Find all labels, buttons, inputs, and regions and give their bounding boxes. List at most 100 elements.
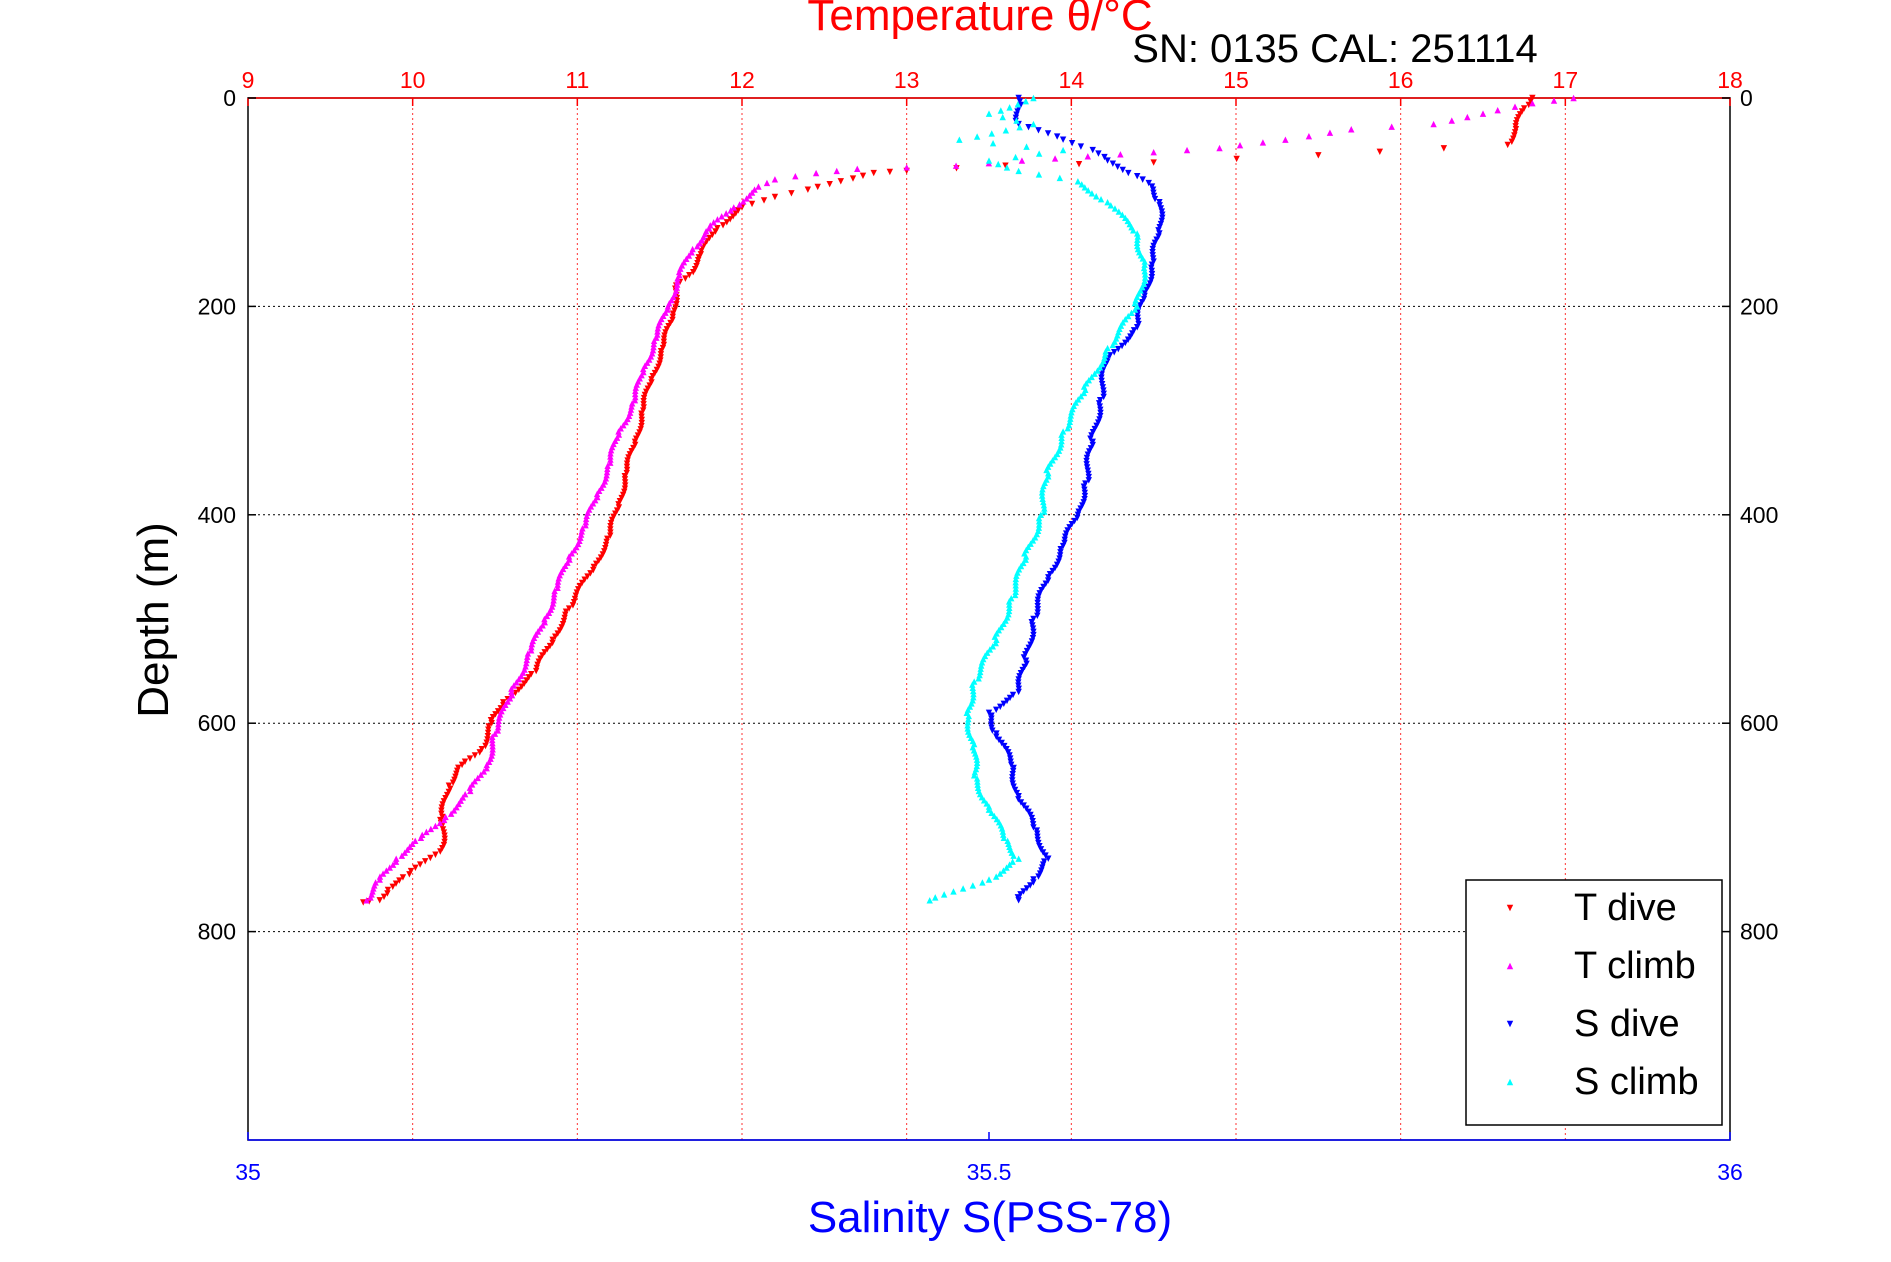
data-point <box>999 828 1007 835</box>
data-point <box>975 675 982 682</box>
data-point <box>743 195 750 202</box>
data-point <box>417 834 425 842</box>
data-point <box>573 589 581 596</box>
data-point <box>640 365 647 373</box>
bottom-tick-label: 36 <box>1717 1159 1743 1185</box>
data-point <box>1068 139 1076 147</box>
legend-label: T climb <box>1574 945 1696 987</box>
data-point <box>572 592 580 599</box>
data-point <box>1012 575 1019 583</box>
data-point <box>940 891 948 898</box>
data-point <box>607 453 614 460</box>
data-point <box>483 761 490 769</box>
data-point <box>1128 309 1135 317</box>
data-point <box>489 749 496 756</box>
data-point <box>489 742 496 750</box>
data-point <box>406 871 413 878</box>
data-point <box>760 197 768 204</box>
data-point <box>1039 485 1046 493</box>
right-tick-label: 200 <box>1740 293 1778 319</box>
data-point <box>401 849 408 856</box>
data-point <box>1233 155 1240 163</box>
data-point <box>979 879 986 886</box>
data-point <box>718 213 725 220</box>
data-point <box>1013 572 1020 579</box>
data-point <box>1075 160 1083 168</box>
data-point <box>1111 349 1118 356</box>
data-point <box>1115 345 1122 353</box>
data-point <box>427 825 435 833</box>
data-point <box>682 275 689 282</box>
data-point <box>970 687 977 695</box>
data-point <box>1527 98 1534 105</box>
data-point <box>440 816 448 824</box>
data-point <box>607 459 614 466</box>
top-tick-label: 14 <box>1059 67 1085 93</box>
data-point <box>631 396 639 404</box>
data-point <box>1102 348 1109 355</box>
legend-label: S dive <box>1574 1003 1680 1045</box>
data-point <box>705 225 713 232</box>
data-point <box>480 768 488 775</box>
data-point <box>632 387 639 395</box>
data-point <box>1511 103 1519 110</box>
data-point <box>1086 448 1093 455</box>
data-point <box>1011 591 1019 599</box>
data-point <box>476 749 483 756</box>
data-point <box>1150 159 1157 166</box>
data-point <box>1095 150 1102 157</box>
data-point <box>926 897 933 904</box>
legend: T dive T climb S dive S climb <box>1465 879 1723 1126</box>
data-point <box>1036 590 1043 597</box>
data-point <box>1006 601 1013 608</box>
data-point <box>1570 94 1577 102</box>
data-point <box>755 183 762 190</box>
legend-label: T dive <box>1574 887 1677 929</box>
data-point <box>1130 227 1137 234</box>
data-point <box>551 590 558 598</box>
data-point <box>998 825 1006 832</box>
data-point <box>554 581 561 588</box>
data-point <box>980 797 988 804</box>
left-tick-label: 400 <box>198 502 236 528</box>
data-point <box>574 586 582 593</box>
data-point <box>528 647 535 654</box>
data-point <box>1067 412 1075 419</box>
data-point <box>971 768 979 776</box>
data-point <box>1098 377 1105 385</box>
data-point <box>1094 419 1102 426</box>
data-point <box>1133 239 1141 247</box>
series-t-dive <box>360 94 1536 906</box>
data-point <box>1093 422 1100 430</box>
data-point <box>432 822 439 830</box>
data-point <box>1100 393 1107 401</box>
data-point <box>603 468 611 476</box>
data-point <box>1022 97 1029 105</box>
data-point <box>1044 577 1052 584</box>
data-point <box>1529 94 1536 102</box>
data-point <box>740 198 747 205</box>
left-tick-label: 0 <box>223 85 236 111</box>
data-point <box>1141 267 1148 275</box>
data-point <box>1085 376 1092 384</box>
data-point <box>1000 834 1008 842</box>
data-point <box>1093 193 1100 200</box>
data-point <box>436 819 444 827</box>
data-point <box>1028 619 1035 626</box>
data-point <box>582 522 589 529</box>
data-point <box>1012 585 1019 592</box>
data-point <box>1038 586 1045 594</box>
data-point <box>730 204 737 211</box>
data-point <box>1100 390 1107 397</box>
data-point <box>698 247 705 255</box>
data-point <box>1305 133 1313 140</box>
data-point <box>719 222 727 229</box>
chart-subtitle: SN: 0135 CAL: 251114 <box>1132 27 1537 71</box>
data-point <box>1084 153 1091 160</box>
data-point <box>1000 700 1008 708</box>
data-point <box>1109 160 1117 167</box>
data-point <box>523 659 530 667</box>
data-point <box>488 720 495 727</box>
data-point <box>973 133 981 140</box>
